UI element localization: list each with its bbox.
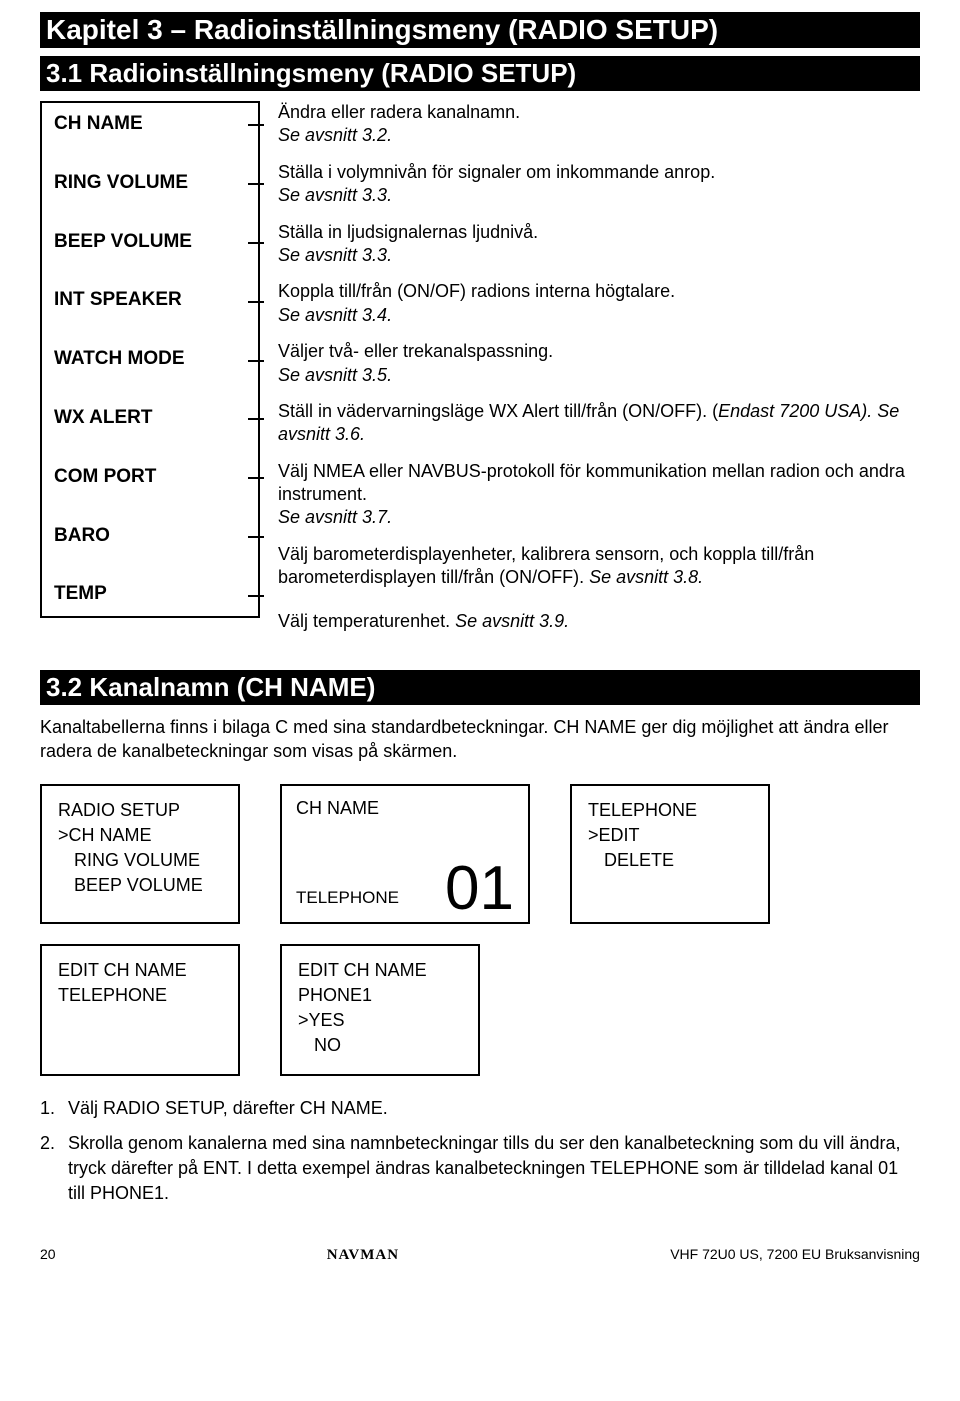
screen-line: >EDIT [588,825,752,846]
screen-line: >CH NAME [58,825,222,846]
desc-ref: Se avsnitt 3.2. [278,124,920,147]
menu-item-ring-volume: RING VOLUME [54,172,246,195]
desc-text: Koppla till/från (ON/OF) radions interna… [278,280,920,303]
desc-temp: Välj temperaturenhet. Se avsnitt 3.9. [278,610,920,633]
screen-line: PHONE1 [298,985,462,1006]
step-text: Skrolla genom kanalerna med sina namnbet… [68,1131,920,1207]
screen-edit-ch-name-2: EDIT CH NAME PHONE1 >YES NO [280,944,480,1076]
screen-telephone: TELEPHONE >EDIT DELETE [570,784,770,924]
steps-list: 1. Välj RADIO SETUP, därefter CH NAME. 2… [40,1096,920,1207]
screen-ch-name: CH NAME TELEPHONE 01 [280,784,530,924]
screen-line: DELETE [588,850,752,871]
step-number: 2. [40,1131,68,1207]
menu-item-beep-volume: BEEP VOLUME [54,231,246,254]
menu-item-temp: TEMP [54,583,246,606]
footer-doc-title: VHF 72U0 US, 7200 EU Bruksanvisning [670,1246,920,1262]
desc-ch-name: Ändra eller radera kanalnamn. Se avsnitt… [278,101,920,148]
menu-box: CH NAME RING VOLUME BEEP VOLUME INT SPEA… [40,101,260,618]
screen-line: RADIO SETUP [58,800,222,821]
desc-text: Ställa i volymnivån för signaler om inko… [278,161,920,184]
screen-line: BEEP VOLUME [58,875,222,896]
screen-line: EDIT CH NAME [298,960,462,981]
screen-edit-ch-name-1: EDIT CH NAME TELEPHONE [40,944,240,1076]
page-footer: 20 NAVMAN VHF 72U0 US, 7200 EU Bruksanvi… [40,1246,920,1264]
desc-com-port: Välj NMEA eller NAVBUS-protokoll för kom… [278,460,920,530]
desc-text: Ställa in ljudsignalernas ljudnivå. [278,221,920,244]
desc-baro: Välj barometerdisplayenheter, kalibrera … [278,543,920,590]
menu-item-int-speaker: INT SPEAKER [54,289,246,312]
desc-ref: Se avsnitt 3.7. [278,506,920,529]
screen-radio-setup: RADIO SETUP >CH NAME RING VOLUME BEEP VO… [40,784,240,924]
step-2: 2. Skrolla genom kanalerna med sina namn… [40,1131,920,1207]
screen-line: EDIT CH NAME [58,960,222,981]
step-number: 1. [40,1096,68,1121]
footer-brand: NAVMAN [327,1247,399,1264]
section-3-1-title: 3.1 Radioinställningsmeny (RADIO SETUP) [40,56,920,91]
desc-text: Välj NMEA eller NAVBUS-protokoll för kom… [278,460,920,507]
screen-line: >YES [298,1010,462,1031]
screens-row-2: EDIT CH NAME TELEPHONE EDIT CH NAME PHON… [40,944,920,1076]
menu-layout: CH NAME RING VOLUME BEEP VOLUME INT SPEA… [40,101,920,646]
desc-text: Välj barometerdisplayenheter, kalibrera … [278,544,814,587]
section-3-2-title: 3.2 Kanalnamn (CH NAME) [40,670,920,705]
desc-watch-mode: Väljer två- eller trekanalspassning. Se … [278,340,920,387]
desc-ref: Se avsnitt 3.9. [455,611,569,631]
desc-text: Väljer två- eller trekanalspassning. [278,340,920,363]
channel-number: 01 [445,858,514,920]
chapter-title: Kapitel 3 – Radioinställningsmeny (RADIO… [40,12,920,48]
section-3-2-intro: Kanaltabellerna finns i bilaga C med sin… [40,715,920,764]
desc-ref: Se avsnitt 3.4. [278,304,920,327]
desc-text: Välj temperaturenhet. [278,611,455,631]
screens-row-1: RADIO SETUP >CH NAME RING VOLUME BEEP VO… [40,784,920,924]
desc-ref: Se avsnitt 3.3. [278,184,920,207]
desc-wx-alert: Ställ in vädervarningsläge WX Alert till… [278,400,920,447]
menu-item-watch-mode: WATCH MODE [54,348,246,371]
screen-line: RING VOLUME [58,850,222,871]
desc-ref: Se avsnitt 3.5. [278,364,920,387]
menu-descriptions: Ändra eller radera kanalnamn. Se avsnitt… [260,101,920,646]
menu-item-baro: BARO [54,525,246,548]
screen-line: CH NAME [296,798,379,819]
step-text: Välj RADIO SETUP, därefter CH NAME. [68,1096,920,1121]
menu-item-ch-name: CH NAME [54,113,246,136]
screen-line: TELEPHONE [58,985,222,1006]
menu-item-wx-alert: WX ALERT [54,407,246,430]
page-number: 20 [40,1246,56,1262]
desc-int-speaker: Koppla till/från (ON/OF) radions interna… [278,280,920,327]
desc-beep-volume: Ställa in ljudsignalernas ljudnivå. Se a… [278,221,920,268]
desc-ref: Se avsnitt 3.3. [278,244,920,267]
screen-line: NO [298,1035,462,1056]
screen-line: TELEPHONE [588,800,752,821]
step-1: 1. Välj RADIO SETUP, därefter CH NAME. [40,1096,920,1121]
desc-ref: Se avsnitt 3.8. [589,567,703,587]
desc-text: Ställ in vädervarningsläge WX Alert till… [278,401,718,421]
desc-text: Ändra eller radera kanalnamn. [278,101,920,124]
menu-item-com-port: COM PORT [54,466,246,489]
screen-line: TELEPHONE [296,888,399,908]
desc-ring-volume: Ställa i volymnivån för signaler om inko… [278,161,920,208]
